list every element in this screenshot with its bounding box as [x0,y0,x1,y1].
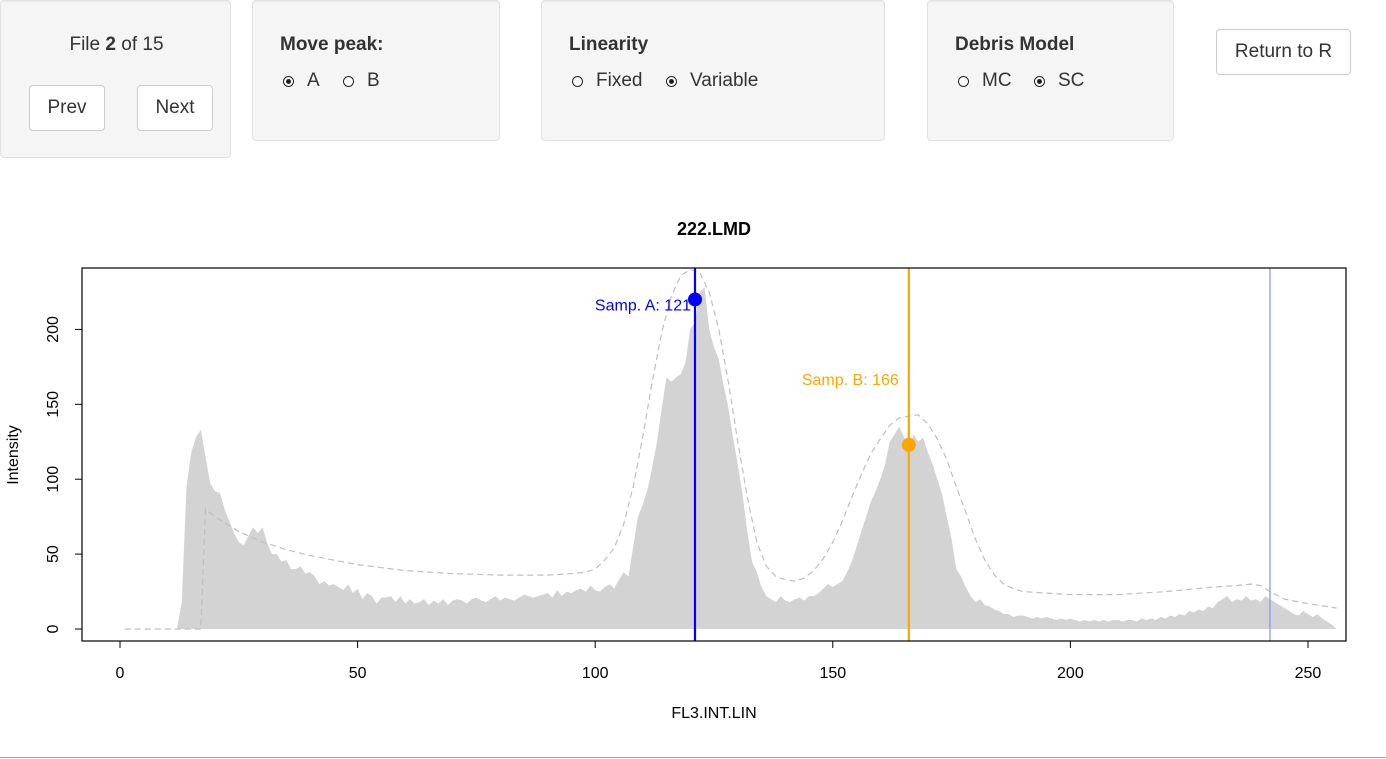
move-peak-panel: Move peak: A B [252,0,500,141]
y-tick-label: 50 [45,545,62,563]
radio-button-sc[interactable] [1034,75,1045,87]
move-peak-label: Move peak: [280,34,384,55]
x-tick-label: 150 [819,665,846,682]
histogram-area [177,287,1337,630]
x-tick-label: 200 [1057,665,1084,682]
histogram-plot[interactable]: Samp. A: 121 Samp. B: 166 0 50 100 150 200 250 0… [0,190,1386,750]
option-b-label: B [367,70,380,91]
option-fixed-label: Fixed [596,70,643,91]
peak-label-b: Samp. B: 166 [802,372,899,389]
radio-button-mc[interactable] [958,75,969,87]
y-tick-label: 100 [45,466,62,493]
option-mc-label: MC [982,70,1012,91]
file-counter-suffix: of 15 [115,34,164,55]
x-tick-label: 250 [1295,665,1322,682]
file-counter: File 2 of 15 [1,34,232,56]
x-axis-label: FL3.INT.LIN [671,705,756,722]
move-peak-option-b[interactable]: B [343,70,380,92]
linearity-option-fixed[interactable]: Fixed [572,70,642,92]
option-a-label: A [307,70,320,91]
debris-model-panel: Debris Model MC SC [927,0,1174,141]
radio-button-variable[interactable] [666,75,677,87]
peak-marker-b [901,437,916,452]
chart-title: 222.LMD [677,219,751,239]
radio-button-fixed[interactable] [572,75,583,87]
next-button[interactable]: Next [137,85,213,131]
y-axis-label: Intensity [5,425,22,485]
y-tick-label: 200 [45,316,62,343]
file-counter-prefix: File [69,34,106,55]
option-sc-label: SC [1058,70,1085,91]
y-tick-label: 0 [45,624,62,633]
debris-model-label: Debris Model [955,34,1075,55]
option-variable-label: Variable [690,70,759,91]
file-counter-index: 2 [105,34,116,55]
radio-button-a[interactable] [283,75,294,87]
x-tick-label: 50 [349,665,367,682]
bottom-divider [0,757,1386,758]
linearity-panel: Linearity Fixed Variable [541,0,885,141]
x-tick-label: 100 [582,665,609,682]
peak-label-a: Samp. A: 121 [595,297,691,314]
radio-button-b[interactable] [343,75,354,87]
x-tick-label: 0 [116,665,125,682]
debris-option-mc[interactable]: MC [958,70,1012,92]
move-peak-option-a[interactable]: A [283,70,320,92]
file-navigation-panel: File 2 of 15 Prev Next [0,0,231,158]
debris-option-sc[interactable]: SC [1034,70,1084,92]
plot-layer: Samp. A: 121 Samp. B: 166 0 50 100 150 200 250 0… [45,267,1347,682]
linearity-label: Linearity [569,34,649,55]
return-to-r-button[interactable]: Return to R [1216,29,1351,75]
linearity-option-variable[interactable]: Variable [666,70,758,92]
y-tick-label: 150 [45,391,62,418]
prev-button[interactable]: Prev [29,85,105,131]
peak-marker-a [687,292,702,307]
model-fit-line [124,268,1337,630]
